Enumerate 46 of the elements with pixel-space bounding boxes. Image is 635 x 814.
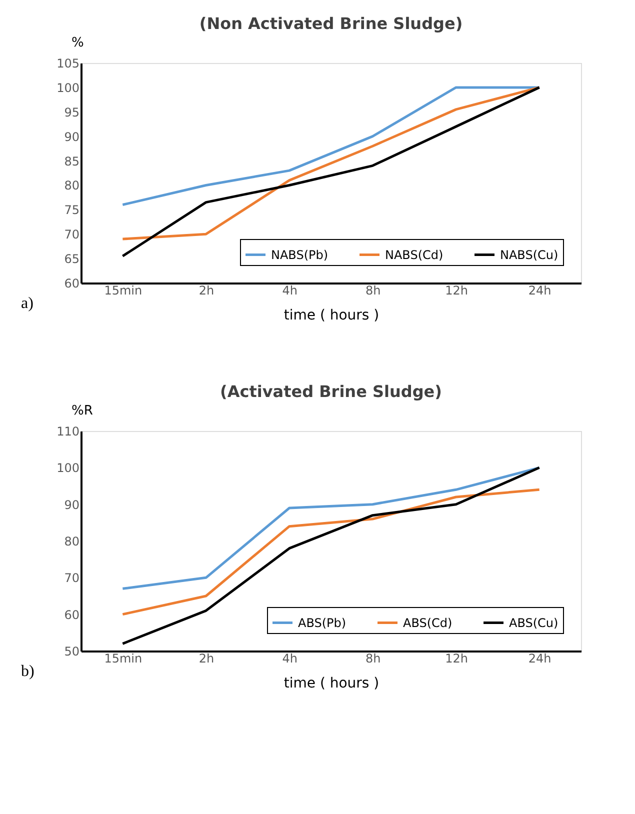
legend-label: NABS(Cd) bbox=[385, 248, 444, 262]
x-tick-label: 12h bbox=[445, 284, 468, 298]
x-tick-label: 4h bbox=[282, 652, 298, 666]
y-tick-label: 100 bbox=[56, 80, 80, 95]
x-tick-label: 8h bbox=[366, 284, 381, 298]
legend-label: ABS(Cd) bbox=[403, 616, 452, 630]
text: b) bbox=[21, 663, 34, 680]
chart-title: (Activated Brine Sludge) bbox=[220, 382, 442, 401]
x-tick-label: 15min bbox=[104, 652, 142, 666]
text: a) bbox=[21, 295, 34, 312]
x-tick-label: 24h bbox=[528, 652, 552, 666]
y-tick-label: 105 bbox=[56, 56, 80, 70]
x-axis-title: time ( hours ) bbox=[284, 308, 380, 324]
y-tick-label: 90 bbox=[64, 130, 80, 144]
x-tick-label: 12h bbox=[445, 652, 468, 666]
legend-label: NABS(Cu) bbox=[500, 248, 558, 262]
y-tick-label: 70 bbox=[64, 228, 80, 242]
legend-label: ABS(Pb) bbox=[298, 616, 346, 630]
y-tick-label: 75 bbox=[64, 203, 80, 218]
legend-label: ABS(Cu) bbox=[509, 616, 558, 630]
y-tick-label: 100 bbox=[56, 461, 80, 476]
y-tick-label: 80 bbox=[64, 178, 80, 193]
y-tick-label: 70 bbox=[64, 571, 80, 586]
y-tick-label: 50 bbox=[64, 644, 80, 658]
line-series bbox=[121, 488, 541, 616]
x-tick-label: 2h bbox=[198, 652, 214, 666]
x-tick-label: 15min bbox=[104, 284, 142, 298]
y-tick-label: 60 bbox=[64, 276, 80, 290]
x-axis-title: time ( hours ) bbox=[284, 676, 380, 692]
y-axis-title: % bbox=[72, 36, 84, 50]
y-tick-label: 60 bbox=[64, 608, 80, 622]
x-tick-label: 24h bbox=[528, 284, 552, 298]
y-tick-label: 95 bbox=[64, 105, 80, 120]
y-tick-label: 85 bbox=[64, 154, 80, 168]
y-tick-label: 80 bbox=[64, 534, 80, 548]
y-axis-title: %R bbox=[72, 404, 93, 418]
line-series bbox=[121, 86, 541, 206]
x-tick-label: 4h bbox=[282, 284, 298, 298]
legend-label: NABS(Pb) bbox=[271, 248, 328, 262]
x-tick-label: 2h bbox=[198, 284, 214, 298]
y-tick-label: 65 bbox=[64, 252, 80, 266]
x-tick-label: 8h bbox=[366, 652, 381, 666]
line-series bbox=[121, 466, 541, 590]
y-tick-label: 90 bbox=[64, 498, 80, 512]
chart-title: (Non Activated Brine Sludge) bbox=[199, 14, 463, 33]
y-tick-label: 110 bbox=[56, 424, 80, 438]
